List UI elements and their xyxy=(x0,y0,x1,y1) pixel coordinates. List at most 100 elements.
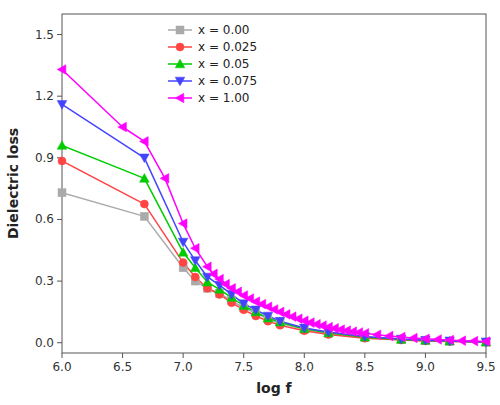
point xyxy=(57,65,66,75)
point xyxy=(481,337,491,346)
legend-marker xyxy=(175,77,185,86)
point xyxy=(318,321,327,331)
point xyxy=(179,259,187,267)
point xyxy=(342,326,351,336)
legend-label: x = 0.025 xyxy=(198,40,257,54)
point xyxy=(360,328,369,338)
y-tick xyxy=(57,34,62,35)
x-tick-label: 8.5 xyxy=(355,360,374,374)
point xyxy=(178,238,188,247)
legend-marker xyxy=(175,59,185,68)
point xyxy=(372,330,381,340)
point xyxy=(293,314,302,324)
plot-frame xyxy=(62,14,486,353)
y-tick xyxy=(57,281,62,282)
chart: 6.0 6.5 7.0 7.5 8.0 8.5 9.0 9.5 0.0 0.3 0.6 0.9 1.2 1… xyxy=(0,0,500,405)
y-tick-label: 0.0 xyxy=(35,336,54,350)
plot-area xyxy=(62,14,486,353)
y-tick-label: 0.3 xyxy=(35,274,54,288)
point xyxy=(299,316,308,326)
y-tick-label: 0.9 xyxy=(35,151,54,165)
point xyxy=(275,317,285,326)
x-tick xyxy=(183,353,184,358)
legend-marker xyxy=(176,26,184,34)
point xyxy=(58,189,66,197)
x-tick-label: 9.5 xyxy=(476,360,495,374)
point xyxy=(190,257,200,266)
x-tick xyxy=(486,353,487,358)
point xyxy=(275,317,285,326)
legend-label: x = 0.05 xyxy=(198,57,250,71)
point xyxy=(396,332,405,342)
x-tick xyxy=(243,353,244,358)
point xyxy=(190,243,199,253)
x-tick-label: 6.0 xyxy=(52,360,71,374)
point xyxy=(140,200,148,208)
legend-label: x = 0.075 xyxy=(198,74,257,88)
series-line xyxy=(62,161,486,342)
point xyxy=(140,154,150,163)
y-tick xyxy=(57,342,62,343)
point xyxy=(445,335,454,345)
x-tick xyxy=(122,353,123,358)
legend-marker xyxy=(176,43,184,51)
point xyxy=(203,262,212,272)
point xyxy=(160,174,169,184)
point xyxy=(215,274,224,284)
x-tick xyxy=(425,353,426,358)
legend-marker xyxy=(175,93,184,103)
point xyxy=(330,324,339,334)
point xyxy=(481,337,490,347)
axes: 6.0 6.5 7.0 7.5 8.0 8.5 9.0 9.5 0.0 0.3 0.6 0.9 1.2 1… xyxy=(35,14,496,374)
point xyxy=(469,336,478,346)
point xyxy=(281,310,290,320)
point xyxy=(306,318,315,328)
y-tick-label: 1.2 xyxy=(35,89,54,103)
series-line xyxy=(62,145,486,342)
legend-label: x = 0.00 xyxy=(198,23,250,37)
point xyxy=(324,322,333,332)
y-tick xyxy=(57,96,62,97)
point xyxy=(263,312,273,321)
y-tick-label: 1.5 xyxy=(35,28,54,42)
x-tick xyxy=(62,353,63,358)
point xyxy=(287,312,296,322)
point xyxy=(312,319,321,329)
legend-label: x = 1.00 xyxy=(198,91,250,105)
point xyxy=(57,101,67,110)
legend: x = 0.00 x = 0.025 x = 0.05 x = 0.075 x = 1.… xyxy=(168,23,257,105)
x-tick xyxy=(364,353,365,358)
x-tick-label: 6.5 xyxy=(113,360,132,374)
series-line xyxy=(62,104,486,342)
point xyxy=(384,331,393,341)
markers xyxy=(57,65,491,347)
point xyxy=(178,219,187,229)
x-tick-label: 9.0 xyxy=(416,360,435,374)
point xyxy=(421,334,430,344)
point xyxy=(457,336,466,346)
y-axis-label: Dielectric loss xyxy=(5,128,21,239)
point xyxy=(209,269,218,279)
point xyxy=(191,273,199,281)
point xyxy=(118,122,127,132)
x-tick-label: 8.0 xyxy=(295,360,314,374)
x-axis-label: log f xyxy=(256,380,292,396)
point xyxy=(433,335,442,345)
y-tick-label: 0.6 xyxy=(35,212,54,226)
y-tick xyxy=(57,219,62,220)
point xyxy=(178,248,188,257)
point xyxy=(140,212,148,220)
point xyxy=(58,157,66,165)
point xyxy=(251,306,261,315)
x-tick xyxy=(304,353,305,358)
lines xyxy=(62,69,486,342)
x-tick-label: 7.5 xyxy=(234,360,253,374)
point xyxy=(239,300,249,309)
point xyxy=(409,333,418,343)
point xyxy=(140,174,150,183)
point xyxy=(336,325,345,335)
series-line xyxy=(62,69,486,341)
point xyxy=(140,137,149,147)
point xyxy=(57,141,67,150)
x-tick-label: 7.0 xyxy=(174,360,193,374)
